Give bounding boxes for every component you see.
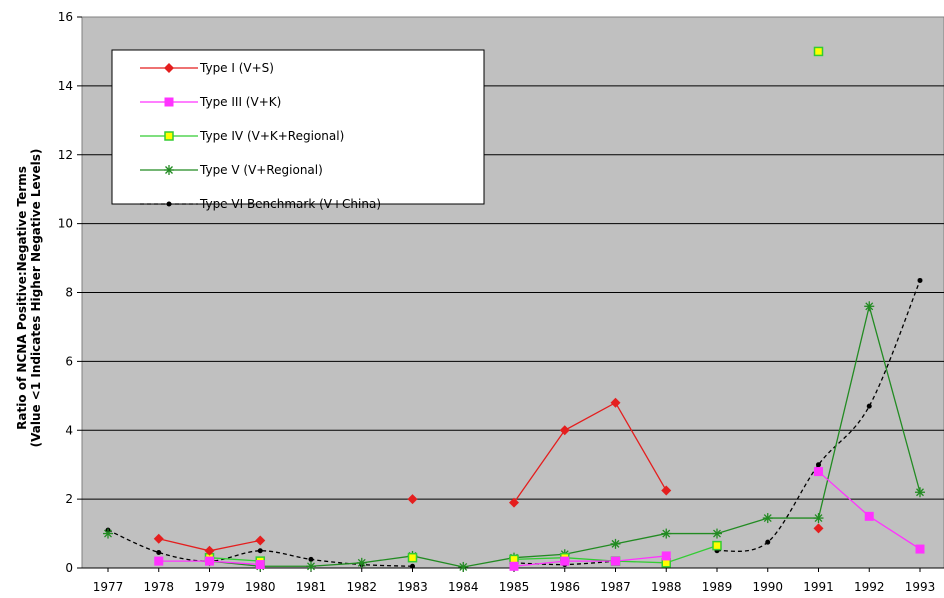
- data-point: [164, 63, 174, 73]
- y-axis-label-line2: (Value <1 Indicates Higher Negative Leve…: [29, 149, 43, 448]
- legend-label: Type VI Benchmark (V+China): [199, 197, 381, 211]
- x-tick-label: 1992: [854, 580, 885, 594]
- legend-item: Type V (V+Regional): [140, 163, 323, 177]
- data-point: [813, 46, 824, 57]
- data-point: [153, 533, 164, 544]
- x-tick-label: 1978: [143, 580, 174, 594]
- data-point: [255, 535, 266, 546]
- data-point: [509, 497, 519, 508]
- data-point: [816, 462, 821, 468]
- y-tick-label: 14: [58, 79, 73, 93]
- data-point: [915, 544, 925, 554]
- y-tick-label: 12: [58, 148, 73, 162]
- y-tick-label: 8: [65, 286, 73, 300]
- x-tick-label: 1993: [905, 580, 936, 594]
- legend-label: Type I (V+S): [199, 61, 274, 75]
- x-tick-label: 1990: [752, 580, 783, 594]
- x-tick-label: 1981: [296, 580, 327, 594]
- x-tick-label: 1987: [600, 580, 631, 594]
- data-point: [205, 556, 214, 566]
- data-point: [103, 528, 113, 539]
- y-axis-ticks: 0 2 4 6 8 10 12 14 16: [58, 10, 82, 575]
- legend-label: Type IV (V+K+Regional): [199, 129, 344, 143]
- series-1: [153, 397, 824, 556]
- data-point: [765, 539, 771, 545]
- data-point: [356, 557, 367, 568]
- legend-item: Type I (V+S): [140, 61, 274, 75]
- legend-item: Type VI Benchmark (V+China): [140, 197, 381, 211]
- legend: Type I (V+S) Type III (V+K) Type IV (V+K+R…: [111, 49, 485, 211]
- data-point: [458, 561, 469, 572]
- data-point: [813, 523, 824, 534]
- data-point: [166, 201, 172, 207]
- x-tick-label: 1984: [448, 580, 479, 594]
- legend-label: Type V (V+Regional): [199, 163, 323, 177]
- data-point: [164, 97, 174, 107]
- legend-item: Type III (V+K): [140, 95, 281, 109]
- y-tick-label: 4: [65, 423, 73, 437]
- legend-box: [111, 49, 485, 205]
- data-point: [154, 556, 164, 566]
- legend-item: Type IV (V+K+Regional): [140, 129, 344, 143]
- series-2: [154, 467, 925, 571]
- x-tick-label: 1977: [93, 580, 124, 594]
- data-point: [813, 513, 824, 524]
- data-point: [204, 545, 215, 556]
- data-point: [712, 540, 722, 551]
- x-tick-label: 1982: [346, 580, 377, 594]
- y-axis-label: Ratio of NCNA Positive:Negative Terms (V…: [15, 149, 43, 448]
- legend-label: Type III (V+K): [199, 95, 281, 109]
- data-point: [164, 165, 174, 175]
- data-point: [866, 403, 872, 409]
- data-point: [559, 425, 570, 436]
- data-point: [917, 277, 923, 283]
- data-point: [560, 556, 570, 566]
- data-point: [407, 552, 418, 563]
- y-tick-label: 10: [58, 217, 73, 231]
- data-point: [661, 551, 671, 561]
- y-tick-label: 0: [65, 561, 73, 575]
- series-line: [716, 280, 921, 552]
- data-point: [864, 301, 875, 312]
- y-tick-label: 16: [58, 10, 73, 24]
- data-point: [257, 548, 263, 554]
- x-tick-label: 1991: [803, 580, 834, 594]
- data-point: [864, 511, 874, 521]
- series-line: [513, 401, 667, 503]
- y-axis-label-line1: Ratio of NCNA Positive:Negative Terms: [15, 166, 29, 430]
- data-point: [712, 528, 722, 539]
- data-point: [156, 550, 162, 556]
- x-tick-label: 1988: [651, 580, 682, 594]
- data-point: [661, 528, 672, 539]
- data-point: [915, 487, 925, 498]
- data-point: [762, 513, 773, 524]
- y-tick-label: 6: [65, 354, 73, 368]
- data-point: [306, 561, 316, 572]
- data-point: [509, 561, 519, 571]
- series-group: [103, 46, 925, 572]
- x-tick-label: 1983: [397, 580, 428, 594]
- data-point: [255, 560, 265, 570]
- data-point: [610, 397, 621, 408]
- data-point: [308, 556, 314, 562]
- x-tick-label: 1985: [499, 580, 530, 594]
- data-point: [610, 538, 621, 549]
- data-point: [661, 485, 672, 496]
- data-point: [407, 494, 418, 505]
- data-point: [410, 563, 415, 569]
- x-axis-ticks: 1977 1978 1979 1980 1981 1982 1983 1984 1985 1986…: [82, 567, 944, 594]
- data-point: [611, 556, 620, 566]
- data-point: [814, 467, 823, 477]
- series-line: [513, 555, 667, 567]
- x-tick-label: 1989: [702, 580, 733, 594]
- series-line: [209, 557, 261, 562]
- x-tick-label: 1980: [245, 580, 276, 594]
- data-point: [164, 131, 174, 141]
- x-tick-label: 1986: [549, 580, 580, 594]
- x-tick-label: 1979: [194, 580, 225, 594]
- y-tick-label: 2: [65, 492, 73, 506]
